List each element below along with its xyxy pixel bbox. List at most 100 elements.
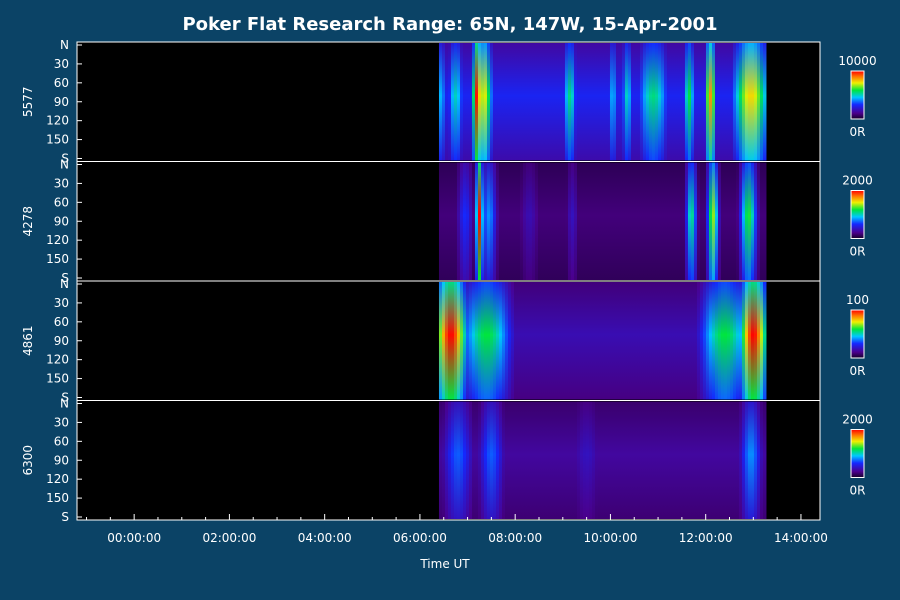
panel-4861: N 30 60 90 120 150 S 4861 100 0R xyxy=(21,277,869,405)
heatmap-column xyxy=(522,43,527,161)
heatmap-column xyxy=(693,401,698,519)
heatmap-column xyxy=(657,282,662,400)
heatmap-column xyxy=(600,401,605,519)
heatmap-column xyxy=(456,43,461,161)
heatmap-column xyxy=(480,282,485,400)
heatmap-column xyxy=(474,162,479,280)
heatmap-column xyxy=(516,43,521,161)
heatmap-column xyxy=(696,43,701,161)
heatmap-column xyxy=(522,282,527,400)
heatmap-column xyxy=(507,282,512,400)
heatmap-column xyxy=(600,43,605,161)
heatmap-column xyxy=(582,43,587,161)
heatmap-column xyxy=(762,401,767,519)
heatmap-column xyxy=(669,282,674,400)
heatmap-column xyxy=(474,401,479,519)
y-tick-label: 60 xyxy=(54,315,69,329)
heatmap-column xyxy=(474,43,479,161)
heatmap-column xyxy=(564,43,569,161)
heatmap-column xyxy=(708,282,713,400)
heatmap-column xyxy=(657,43,662,161)
heatmap-column xyxy=(459,401,464,519)
heatmap-column xyxy=(756,401,761,519)
heatmap-column xyxy=(690,282,695,400)
y-tick-label: 90 xyxy=(54,453,69,467)
y-tick-label: 120 xyxy=(46,472,69,486)
heatmap-column xyxy=(444,401,449,519)
y-tick-label: 120 xyxy=(46,233,69,247)
heatmap-column xyxy=(627,282,632,400)
heatmap-column xyxy=(696,162,701,280)
heatmap-column xyxy=(519,401,524,519)
heatmap-column xyxy=(507,43,512,161)
heatmap-column xyxy=(738,162,743,280)
heatmap-column xyxy=(450,43,455,161)
heatmap-column xyxy=(582,162,587,280)
chart-title: Poker Flat Research Range: 65N, 147W, 15… xyxy=(182,14,717,35)
heatmap-column xyxy=(492,401,497,519)
heatmap-column xyxy=(750,282,755,400)
heatmap-column xyxy=(615,162,620,280)
colorbar-min-label: 0R xyxy=(850,245,866,259)
heatmap-column xyxy=(621,282,626,400)
heatmap-column xyxy=(729,162,734,280)
heatmap-column xyxy=(477,401,482,519)
heatmap-column xyxy=(522,162,527,280)
heatmap-column xyxy=(537,282,542,400)
heatmap-column xyxy=(717,162,722,280)
y-tick-label: 30 xyxy=(54,415,69,429)
heatmap-column xyxy=(609,282,614,400)
colorbar-min-label: 0R xyxy=(850,125,866,139)
heatmap-column xyxy=(720,43,725,161)
heatmap-column xyxy=(471,282,476,400)
heatmap-column xyxy=(438,43,443,161)
heatmap-column xyxy=(726,162,731,280)
heatmap-column xyxy=(570,162,575,280)
heatmap-column xyxy=(612,162,617,280)
heatmap-column xyxy=(510,401,515,519)
heatmap-column xyxy=(573,162,578,280)
heatmap-column xyxy=(690,162,695,280)
heatmap-column xyxy=(600,282,605,400)
heatmap-column xyxy=(756,43,761,161)
heatmap-column xyxy=(450,401,455,519)
heatmap-column xyxy=(585,401,590,519)
heatmap-column xyxy=(690,401,695,519)
heatmap-column xyxy=(477,162,482,280)
heatmap-column xyxy=(588,401,593,519)
heatmap-column xyxy=(525,162,530,280)
heatmap-column xyxy=(489,43,494,161)
heatmap-column xyxy=(558,43,563,161)
heatmap-column xyxy=(516,401,521,519)
heatmap-column xyxy=(663,401,668,519)
heatmap-column xyxy=(678,401,683,519)
heatmap-column xyxy=(561,162,566,280)
heatmap-column xyxy=(468,43,473,161)
y-tick-label: 90 xyxy=(54,95,69,109)
panel-label: 6300 xyxy=(21,445,35,476)
heatmap-column xyxy=(717,401,722,519)
heatmap-column xyxy=(456,282,461,400)
heatmap-column xyxy=(654,282,659,400)
heatmap-column xyxy=(612,401,617,519)
heatmap-column xyxy=(564,162,569,280)
heatmap-column xyxy=(663,162,668,280)
heatmap-column xyxy=(645,162,650,280)
heatmap-column xyxy=(729,401,734,519)
heatmap-column xyxy=(606,162,611,280)
heatmap-column xyxy=(630,282,635,400)
heatmap-column xyxy=(486,282,491,400)
heatmap-column xyxy=(750,162,755,280)
heatmap-column xyxy=(708,162,713,280)
heatmap-column xyxy=(687,162,692,280)
heatmap-column xyxy=(714,162,719,280)
heatmap-column xyxy=(618,162,623,280)
heatmap-column xyxy=(480,162,485,280)
heatmap-column xyxy=(498,162,503,280)
heatmap-column xyxy=(453,401,458,519)
heatmap-column xyxy=(483,162,488,280)
heatmap-column xyxy=(732,401,737,519)
heatmap-column xyxy=(552,282,557,400)
heatmap-column xyxy=(576,401,581,519)
